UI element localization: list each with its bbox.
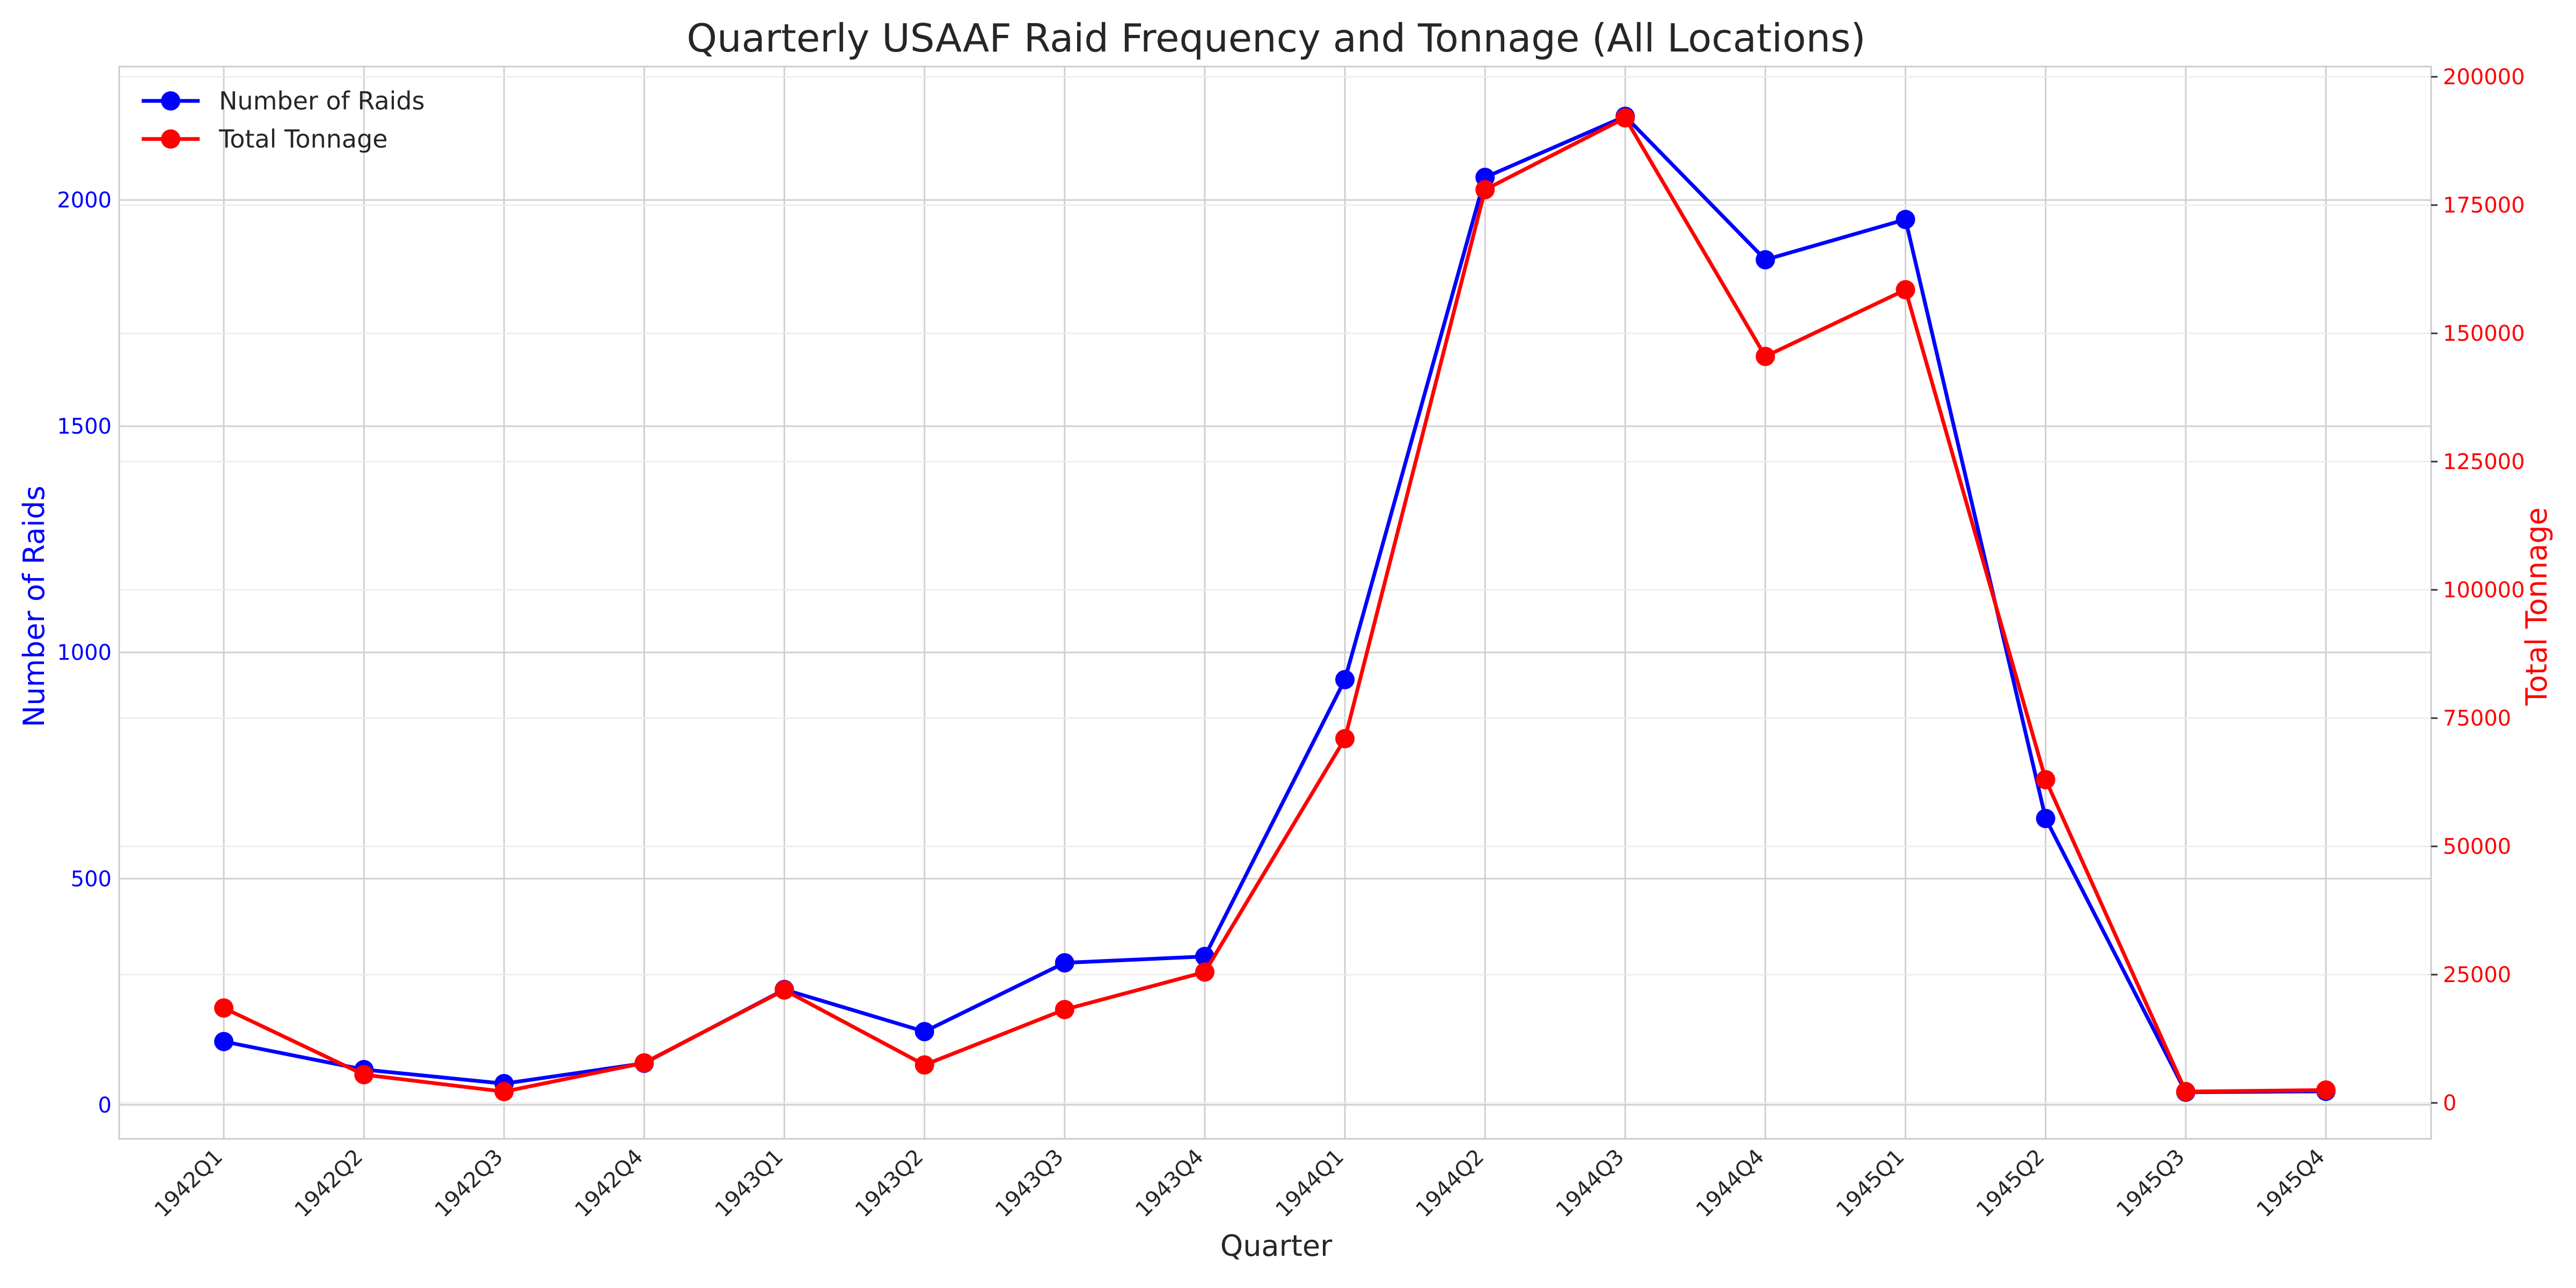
x-tick-label: 1944Q4 [1692, 1145, 1769, 1223]
y-axis-left-label: Number of Raids [17, 486, 51, 727]
legend-raids-marker [161, 91, 180, 111]
x-tick-label: 1943Q2 [851, 1145, 928, 1223]
series-1-point [914, 1055, 934, 1075]
x-tick-label: 1944Q2 [1411, 1145, 1489, 1223]
x-tick-label: 1942Q1 [150, 1145, 228, 1223]
series-line-1 [223, 116, 2326, 1094]
x-tick-label: 1945Q2 [1972, 1145, 2050, 1223]
series-1-point [2176, 1082, 2196, 1102]
x-tick-label: 1945Q3 [2112, 1145, 2190, 1223]
x-tick-label: 1942Q3 [430, 1145, 508, 1223]
left-axis-ticks: 0 500 1000 1500 2000 [57, 188, 112, 1118]
legend-raids-label: Number of Raids [219, 86, 425, 115]
y-axis-right-label: Total Tonnage [2520, 507, 2553, 706]
y-right-tick-label: 50000 [2443, 835, 2511, 859]
x-tick-label: 1945Q4 [2252, 1145, 2330, 1223]
series-line-0 [223, 114, 2326, 1094]
y-left-tick-label: 500 [71, 867, 112, 891]
series-1-point [1195, 962, 1214, 982]
y-right-tick-label: 75000 [2443, 706, 2511, 731]
y-right-tick-label: 25000 [2443, 963, 2511, 987]
series-1-point [2316, 1080, 2336, 1100]
legend: Number of Raids Total Tonnage [142, 86, 425, 153]
series-1-point [1055, 1000, 1074, 1020]
series-0-point [1755, 250, 1775, 269]
y-right-tick-label: 100000 [2443, 578, 2525, 603]
series-0-point [1896, 209, 1915, 229]
x-tick-label: 1945Q1 [1832, 1145, 1909, 1223]
plot-frame [118, 65, 2432, 1140]
x-axis-label: Quarter [1220, 1229, 1333, 1263]
y-left-tick-label: 1000 [57, 641, 112, 665]
series-1-point [494, 1082, 514, 1102]
series-1-point [1755, 347, 1775, 367]
x-tick-label: 1943Q1 [711, 1145, 788, 1223]
series-0-point [2036, 809, 2055, 829]
series-1-point [1475, 180, 1495, 200]
y-right-tick-label: 175000 [2443, 193, 2525, 218]
y-right-tick-label: 150000 [2443, 321, 2525, 346]
series-1-point [354, 1065, 374, 1085]
series-1-point [1896, 280, 1915, 299]
legend-tonnage-marker [161, 129, 180, 149]
x-tick-label: 1943Q4 [1131, 1145, 1209, 1223]
x-axis-ticks: 1942Q1 1942Q2 1942Q3 1942Q4 1943Q1 1943Q2 1943… [150, 1145, 2330, 1223]
grid [119, 67, 2431, 1139]
y-left-tick-label: 0 [98, 1093, 112, 1118]
series-1-point [634, 1053, 654, 1073]
series-0-point [1335, 670, 1355, 690]
x-tick-label: 1944Q1 [1271, 1145, 1349, 1223]
x-tick-label: 1943Q3 [991, 1145, 1069, 1223]
series-0-point [214, 1031, 233, 1051]
series-1-point [2036, 770, 2055, 789]
right-axis-ticks: 0 25000 50000 75000 100000 125000 150000 175000… [2431, 65, 2525, 1116]
series-layer [214, 106, 2336, 1102]
y-right-tick-label: 125000 [2443, 450, 2525, 474]
y-left-tick-label: 2000 [57, 188, 112, 213]
series-1-point [214, 998, 233, 1018]
series-0-point [1055, 953, 1074, 973]
series-1-point [774, 980, 794, 1000]
legend-tonnage-label: Total Tonnage [218, 125, 387, 153]
y-right-tick-label: 200000 [2443, 65, 2525, 90]
series-1-point [1335, 729, 1355, 749]
x-tick-label: 1942Q4 [570, 1145, 648, 1223]
y-left-tick-label: 1500 [57, 414, 112, 439]
chart-title: Quarterly USAAF Raid Frequency and Tonna… [687, 16, 1866, 61]
series-1-point [1615, 108, 1635, 128]
series-0-point [914, 1022, 934, 1042]
y-right-tick-label: 0 [2443, 1091, 2456, 1116]
x-tick-label: 1944Q3 [1552, 1145, 1629, 1223]
x-tick-label: 1942Q2 [290, 1145, 368, 1223]
